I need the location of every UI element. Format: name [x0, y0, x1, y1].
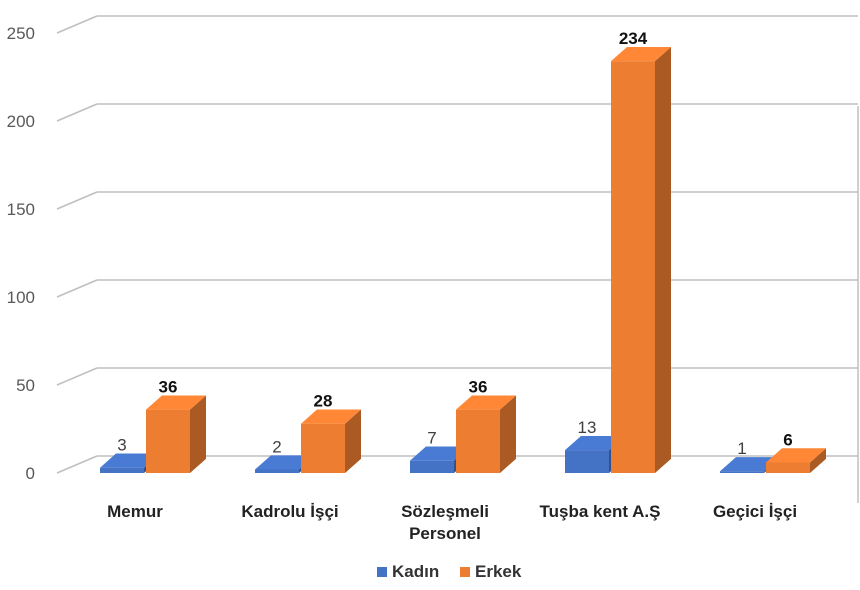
y-tick-label: 250: [7, 24, 35, 43]
x-tick-label: Geçici İşçi: [713, 502, 797, 521]
bars: 3 36 2 28 7 36 13 234 1 6: [100, 29, 826, 473]
legend-item: Erkek: [460, 562, 522, 581]
bar: [766, 448, 826, 473]
bar: [146, 395, 206, 473]
legend-swatch: [377, 567, 387, 577]
gridline-depth: [56, 191, 98, 210]
bar: [611, 46, 671, 473]
x-tick-label: Memur: [107, 502, 163, 521]
y-tick-label: 0: [26, 464, 35, 483]
legend: Kadın Erkek: [377, 562, 522, 581]
y-tick-label: 50: [16, 376, 35, 395]
data-label: 7: [427, 429, 436, 448]
data-label: 3: [117, 436, 126, 455]
gridline-depth: [56, 367, 98, 386]
gridline-depth: [56, 455, 98, 474]
x-tick-label: Kadrolu İşçi: [241, 502, 338, 521]
data-label: 36: [469, 377, 488, 396]
data-label: 13: [578, 418, 597, 437]
bar: [456, 395, 516, 473]
gridline-depth: [56, 15, 98, 34]
legend-label: Kadın: [392, 562, 439, 581]
data-label: 1: [737, 439, 746, 458]
legend-swatch: [460, 567, 470, 577]
data-label: 234: [619, 29, 648, 48]
x-tick-label: Tuşba kent A.Ş: [540, 502, 661, 521]
gridline-depth: [56, 103, 98, 122]
y-axis: 0 50 100 150 200 250: [7, 24, 35, 483]
data-label: 2: [272, 437, 281, 456]
y-tick-label: 200: [7, 112, 35, 131]
bar: [301, 409, 361, 473]
data-label: 28: [314, 392, 333, 411]
gridline-depth: [56, 279, 98, 298]
y-tick-label: 100: [7, 288, 35, 307]
x-axis: Memur Kadrolu İşçi Sözleşmeli Personel Tuşba…: [107, 502, 797, 543]
gridlines: [56, 15, 859, 503]
legend-item: Kadın: [377, 562, 439, 581]
data-label: 6: [783, 430, 792, 449]
legend-label: Erkek: [475, 562, 522, 581]
y-tick-label: 150: [7, 200, 35, 219]
x-tick-label: Sözleşmeli Personel: [401, 502, 489, 543]
data-label: 36: [159, 377, 178, 396]
